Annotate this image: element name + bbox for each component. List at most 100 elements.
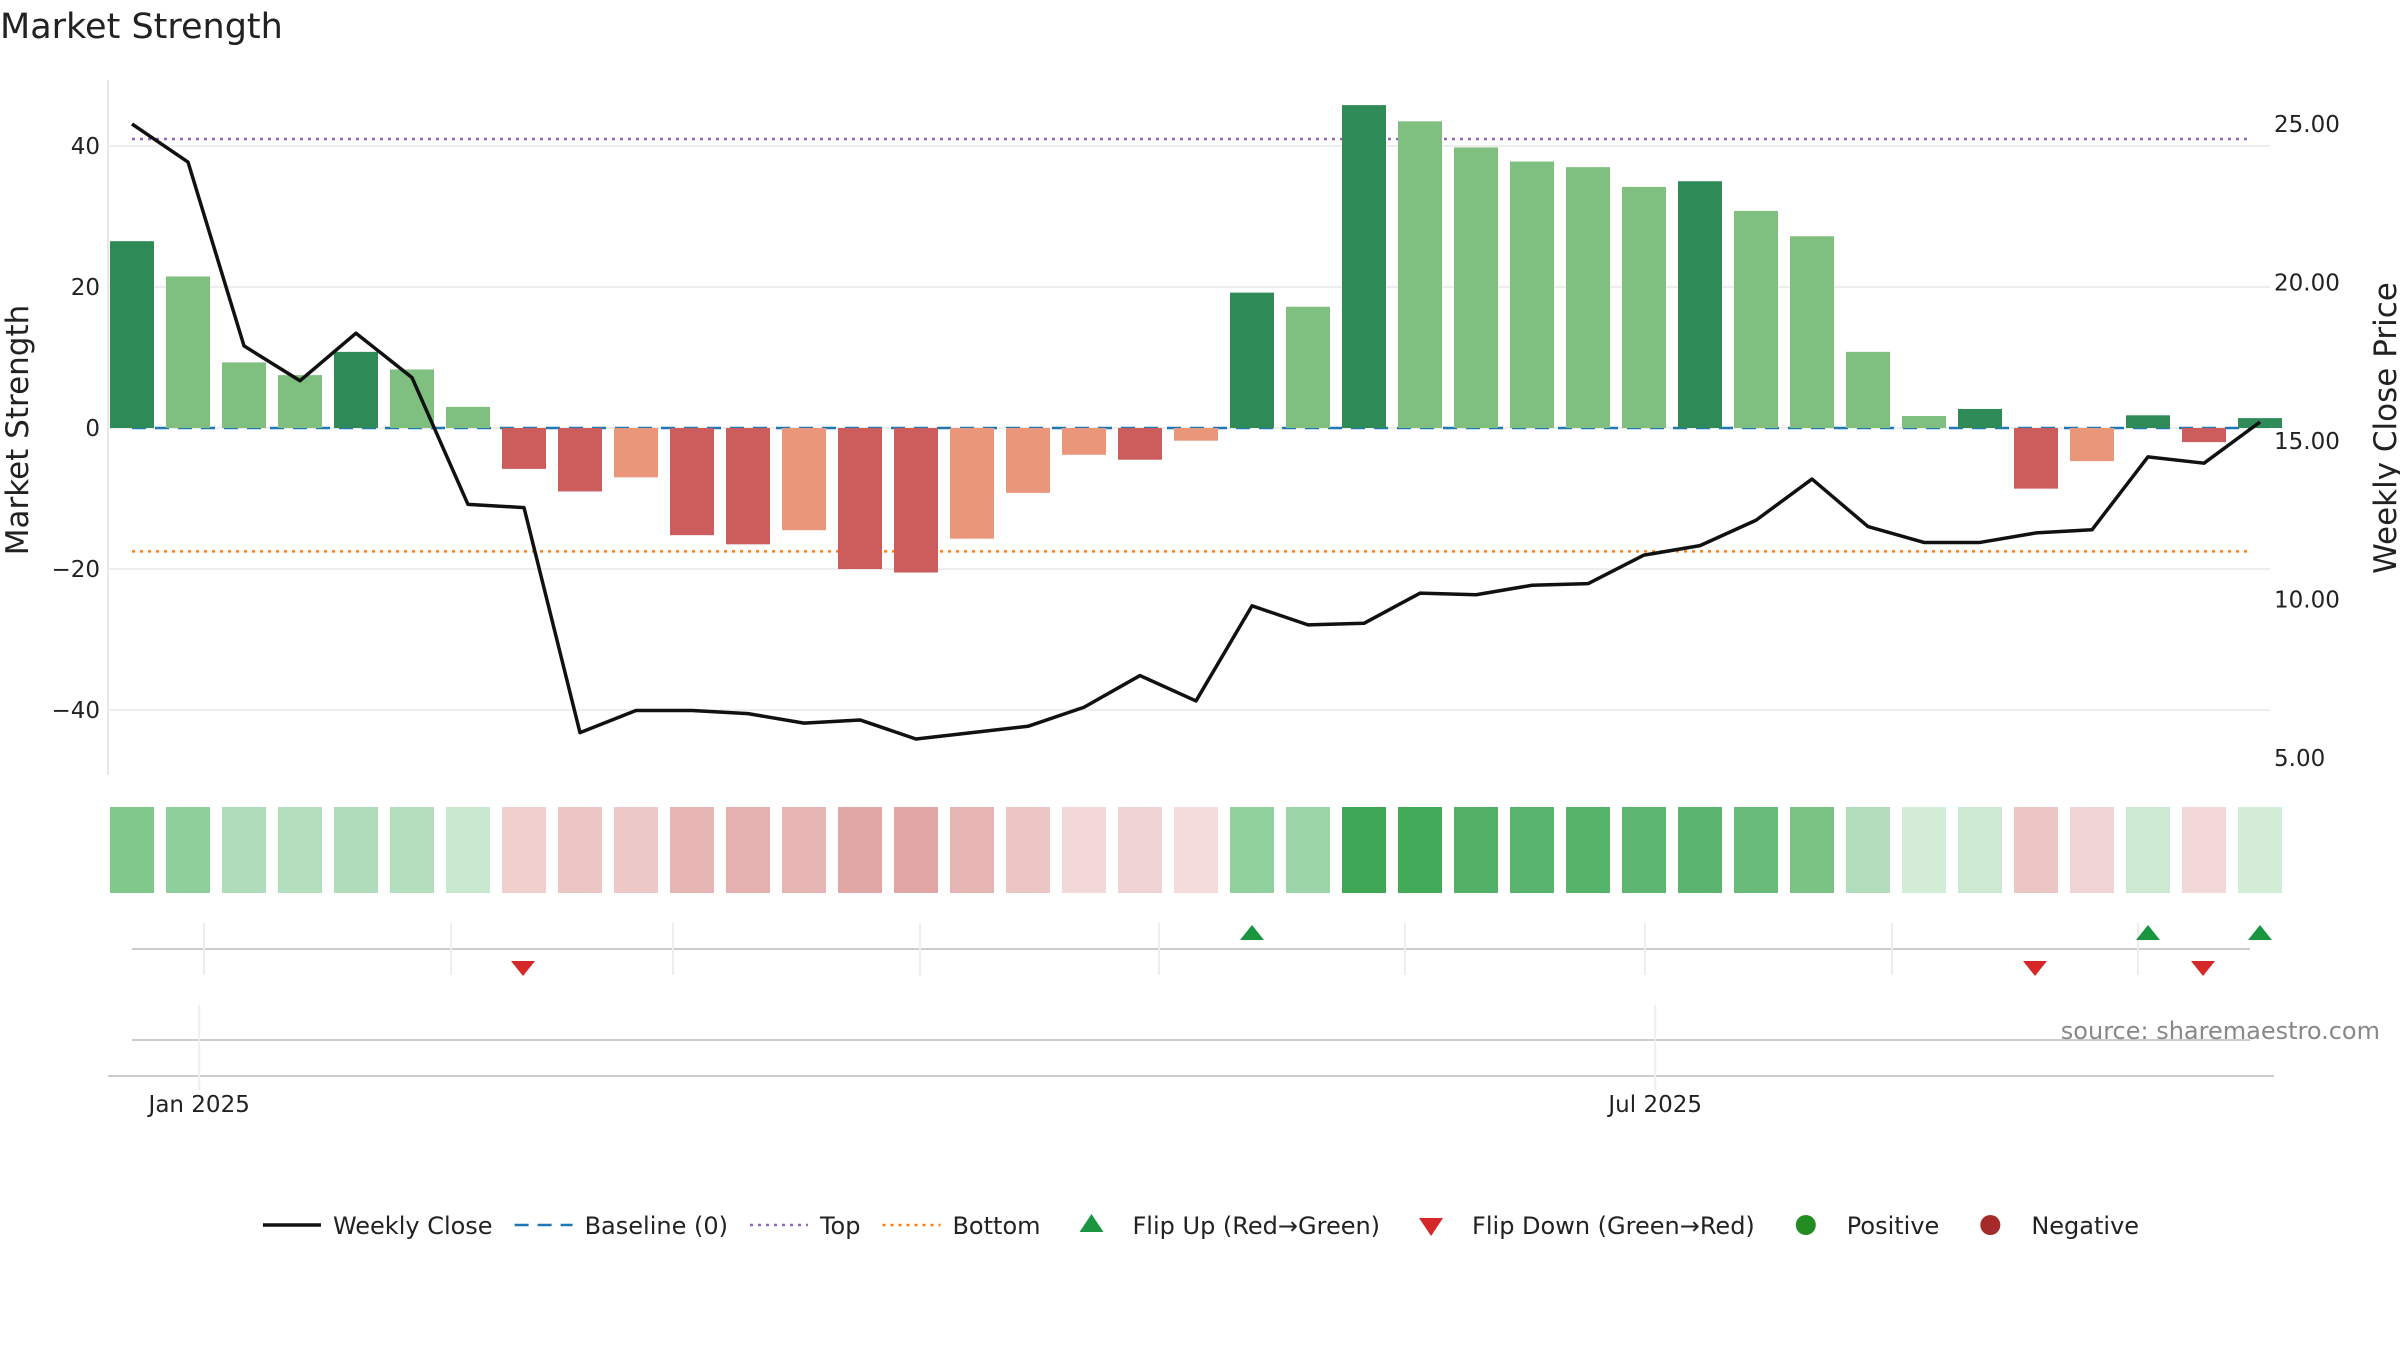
strength-bar — [502, 428, 546, 469]
flip-up-marker — [1240, 925, 1264, 940]
strength-bar — [278, 375, 322, 428]
legend-label: Top — [819, 1212, 861, 1240]
heat-strip-cell — [838, 807, 882, 893]
heat-strip-cell — [2070, 807, 2114, 893]
legend-triangle-down-symbol — [1419, 1218, 1444, 1236]
heat-strip-cell — [1454, 807, 1498, 893]
heat-strip-cell — [1286, 807, 1330, 893]
heat-strip-cell — [166, 807, 210, 893]
x-tick-label: Jan 2025 — [147, 1092, 250, 1118]
legend-item: Flip Up (Red→Green) — [1079, 1212, 1381, 1240]
legend-label: Flip Up (Red→Green) — [1133, 1212, 1381, 1240]
strength-bar — [1958, 408, 2002, 428]
heat-strip-cell — [390, 807, 434, 893]
flip-markers-panel — [132, 923, 2272, 976]
heat-strip-cell — [1566, 807, 1610, 893]
strength-bar — [1622, 186, 1666, 428]
y-right-tick-label: 5.00 — [2274, 746, 2325, 772]
weekly-close-line — [131, 122, 2262, 741]
strength-bar — [558, 428, 602, 492]
heat-strip-cell — [1062, 807, 1106, 893]
legend-label: Negative — [2031, 1212, 2139, 1240]
legend-label: Weekly Close — [333, 1212, 493, 1240]
y-axis-right-label: Weekly Close Price — [2368, 282, 2400, 574]
y-axis-left-label: Market Strength — [0, 305, 36, 556]
strength-bar — [1286, 306, 1330, 428]
legend-item: Positive — [1795, 1212, 1939, 1240]
legend-item: Bottom — [882, 1212, 1041, 1240]
heat-strip-cell — [2014, 807, 2058, 893]
legend-item: Weekly Close — [262, 1212, 493, 1240]
flip-up-marker — [2248, 925, 2272, 940]
flip-down-marker — [2191, 961, 2215, 976]
heat-strip-cell — [950, 807, 994, 893]
strength-bar — [1398, 121, 1442, 428]
heat-strip-cell — [1678, 807, 1722, 893]
legend-item: Negative — [1980, 1212, 2139, 1240]
strength-bar — [894, 428, 938, 573]
x-axis-panel: Jan 2025 Jul 2025 — [108, 1005, 2274, 1118]
heat-strip-cell — [278, 807, 322, 893]
heat-strip-cell — [110, 807, 154, 893]
heat-strip-cell — [726, 807, 770, 893]
strength-bar — [1174, 428, 1218, 441]
strength-bar — [2014, 428, 2058, 489]
strength-bar — [1342, 105, 1386, 429]
strength-heat-strip — [110, 807, 2282, 893]
reference-lines — [132, 137, 2250, 553]
axes: 40 20 0 −20 −40 25.00 20.00 15.00 10.00 5.00 — [51, 80, 2340, 775]
heat-strip-cell — [558, 807, 602, 893]
heat-strip-cell — [1846, 807, 1890, 893]
strength-bar — [110, 241, 154, 428]
heat-strip-cell — [1734, 807, 1778, 893]
heat-strip-cell — [1006, 807, 1050, 893]
legend-circle-symbol — [1795, 1215, 1816, 1235]
strength-bar — [1790, 236, 1834, 428]
strength-bars — [110, 105, 2282, 573]
heat-strip-cell — [502, 807, 546, 893]
heat-strip-cell — [782, 807, 826, 893]
y-right-tick-label: 10.00 — [2274, 588, 2340, 614]
heat-strip-cell — [446, 807, 490, 893]
strength-bar — [2070, 428, 2114, 462]
strength-bar — [2182, 428, 2226, 443]
strength-bar — [222, 362, 266, 428]
flip-up-marker — [2136, 925, 2160, 940]
y-left-tick-label: −20 — [51, 557, 100, 583]
heat-strip-cell — [1902, 807, 1946, 893]
y-right-tick-label: 15.00 — [2274, 429, 2340, 455]
heat-strip-cell — [1790, 807, 1834, 893]
y-right-tick-label: 20.00 — [2274, 271, 2340, 297]
legend-label: Bottom — [952, 1212, 1040, 1240]
y-left-tick-label: 20 — [71, 275, 100, 301]
strength-bar — [614, 428, 658, 478]
strength-bar — [2126, 415, 2170, 428]
y-left-tick-label: 0 — [85, 416, 100, 442]
y-left-tick-label: −40 — [51, 698, 100, 724]
strength-bar — [1510, 161, 1554, 428]
legend: Weekly Close Baseline (0) Top Bottom Flip Up… — [262, 1212, 2139, 1240]
heat-strip-cell — [1230, 807, 1274, 893]
strength-bar — [726, 428, 770, 545]
strength-bar — [1230, 292, 1274, 428]
heat-strip-cell — [1510, 807, 1554, 893]
heat-strip-cell — [2238, 807, 2282, 893]
heat-strip-cell — [1622, 807, 1666, 893]
strength-bar — [670, 428, 714, 536]
strength-bar — [782, 428, 826, 531]
heat-strip-cell — [1342, 807, 1386, 893]
legend-label: Baseline (0) — [585, 1212, 728, 1240]
source-attribution: source: sharemaestro.com — [2061, 1017, 2380, 1045]
legend-item: Top — [749, 1212, 861, 1240]
flip-down-marker — [2023, 961, 2047, 976]
heat-strip-cell — [1958, 807, 2002, 893]
heat-strip-cell — [894, 807, 938, 893]
heat-strip-cell — [222, 807, 266, 893]
strength-bar — [1902, 416, 1946, 428]
legend-triangle-up-symbol — [1079, 1214, 1104, 1232]
heat-strip-cell — [334, 807, 378, 893]
strength-bar — [1062, 428, 1106, 455]
heat-strip-cell — [1174, 807, 1218, 893]
legend-label: Flip Down (Green→Red) — [1472, 1212, 1755, 1240]
heat-strip-cell — [614, 807, 658, 893]
